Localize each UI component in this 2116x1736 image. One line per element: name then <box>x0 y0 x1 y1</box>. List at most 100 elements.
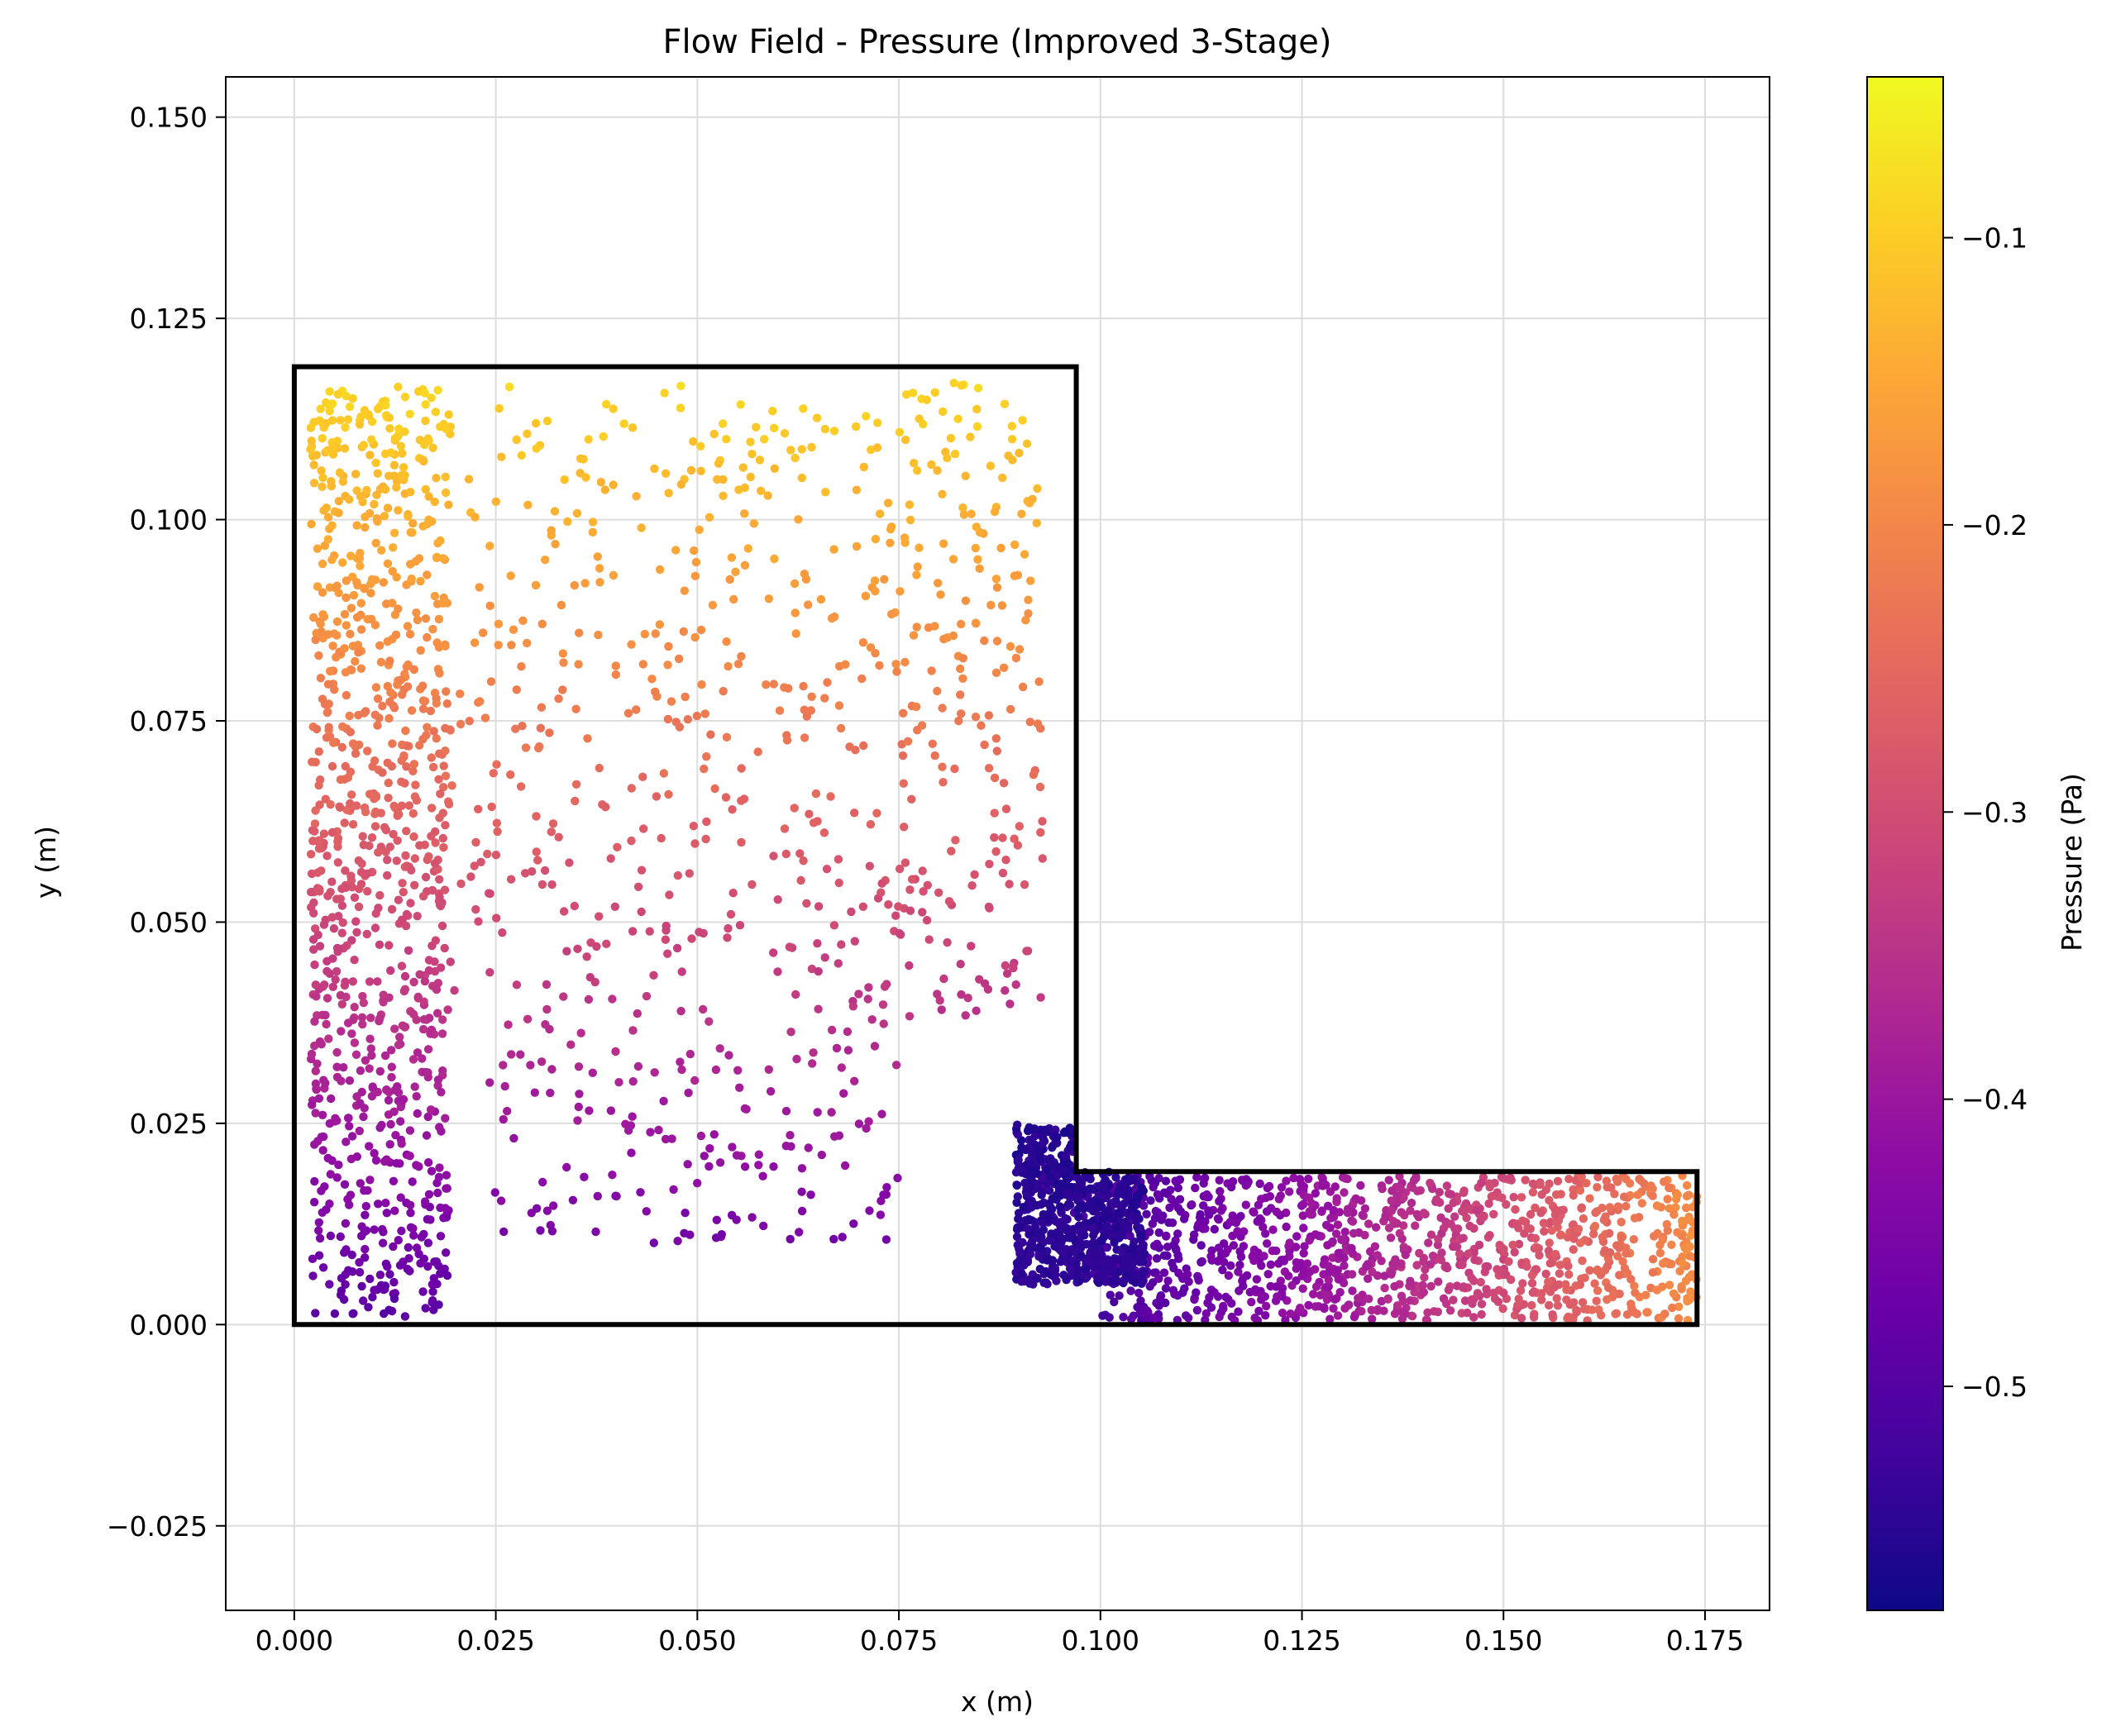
scatter-point <box>1197 1241 1206 1250</box>
scatter-point <box>507 1050 516 1059</box>
scatter-point <box>350 956 359 965</box>
scatter-point <box>1043 1179 1052 1188</box>
scatter-point <box>1571 1281 1581 1290</box>
scatter-point <box>660 389 669 398</box>
scatter-point <box>898 751 908 761</box>
scatter-point <box>1550 1210 1560 1219</box>
scatter-point <box>1658 1282 1667 1291</box>
scatter-point <box>799 404 808 413</box>
scatter-point <box>967 509 976 518</box>
scatter-point <box>441 771 451 780</box>
scatter-point <box>383 856 392 865</box>
scatter-point <box>1056 1189 1066 1198</box>
scatter-point <box>355 1267 365 1277</box>
y-tick-label: 0.150 <box>130 102 208 134</box>
scatter-point <box>705 1017 714 1026</box>
scatter-point <box>1585 1194 1594 1203</box>
scatter-point <box>1531 1203 1540 1213</box>
scatter-point <box>1489 1288 1498 1298</box>
scatter-point <box>415 841 424 850</box>
scatter-point <box>1205 1293 1214 1302</box>
scatter-point <box>697 680 706 689</box>
scatter-point <box>613 842 622 851</box>
scatter-point <box>307 436 316 446</box>
scatter-point <box>397 961 407 971</box>
scatter-point <box>959 510 969 519</box>
scatter-point <box>642 991 652 1001</box>
scatter-point <box>650 464 659 474</box>
scatter-point <box>1354 1294 1363 1303</box>
scatter-point <box>408 1223 418 1233</box>
scatter-point <box>1299 1248 1308 1258</box>
scatter-point <box>664 789 673 799</box>
scatter-point <box>383 637 392 646</box>
scatter-point <box>886 609 896 619</box>
scatter-point <box>499 1114 508 1124</box>
scatter-point <box>580 579 590 588</box>
x-tick-label: 0.175 <box>1666 1624 1744 1657</box>
scatter-point <box>1665 1183 1674 1193</box>
scatter-point <box>1168 1219 1177 1228</box>
y-tick-label: 0.100 <box>130 504 208 537</box>
scatter-point <box>403 622 413 631</box>
scatter-point <box>903 737 913 746</box>
scatter-point <box>398 449 407 458</box>
scatter-point <box>347 1250 356 1260</box>
scatter-point <box>748 1213 757 1222</box>
scatter-point <box>381 1259 391 1269</box>
scatter-point <box>1032 1182 1041 1191</box>
scatter-point <box>595 912 604 921</box>
scatter-point <box>1214 1243 1224 1252</box>
scatter-point <box>930 751 939 761</box>
scatter-point <box>733 660 743 669</box>
scatter-point <box>684 1088 693 1098</box>
scatter-point <box>746 472 755 482</box>
y-tick-label: 0.050 <box>130 906 208 938</box>
scatter-point <box>361 1210 370 1220</box>
scatter-point <box>322 1019 331 1029</box>
scatter-point <box>927 460 936 470</box>
scatter-point <box>346 1154 356 1164</box>
scatter-point <box>1219 1304 1228 1314</box>
scatter-point <box>999 779 1009 788</box>
scatter-point <box>859 741 868 751</box>
scatter-point <box>1593 1183 1602 1192</box>
scatter-point <box>1380 1283 1389 1293</box>
scatter-point <box>781 1142 791 1151</box>
scatter-point <box>314 747 323 756</box>
scatter-point <box>503 1106 512 1116</box>
scatter-point <box>388 599 397 608</box>
scatter-point <box>800 570 810 579</box>
scatter-point <box>356 492 365 501</box>
scatter-point <box>345 1122 354 1131</box>
scatter-point <box>1202 1190 1211 1199</box>
scatter-point <box>432 734 441 743</box>
scatter-point <box>340 1180 350 1190</box>
scatter-point <box>1459 1208 1469 1217</box>
scatter-point <box>1484 1199 1493 1209</box>
scatter-point <box>456 719 466 729</box>
scatter-point <box>380 1281 390 1290</box>
scatter-point <box>690 546 699 556</box>
scatter-point <box>1421 1315 1431 1324</box>
scatter-point <box>317 1186 326 1195</box>
scatter-point <box>307 1049 317 1059</box>
scatter-point <box>649 1238 658 1247</box>
scatter-point <box>356 413 365 422</box>
scatter-point <box>795 849 805 858</box>
scatter-point <box>456 879 466 889</box>
scatter-point <box>1053 1133 1062 1142</box>
scatter-point <box>1015 645 1025 654</box>
scatter-point <box>357 1281 366 1291</box>
scatter-point <box>313 544 322 553</box>
scatter-point <box>322 994 332 1003</box>
scatter-point <box>389 471 399 480</box>
scatter-point <box>645 927 654 936</box>
scatter-point <box>1685 1242 1694 1252</box>
scatter-point <box>423 1238 433 1247</box>
scatter-point <box>1512 1219 1521 1228</box>
scatter-point <box>389 543 398 552</box>
scatter-point <box>1510 1310 1520 1320</box>
scatter-point <box>346 871 356 880</box>
scatter-point <box>378 768 387 777</box>
